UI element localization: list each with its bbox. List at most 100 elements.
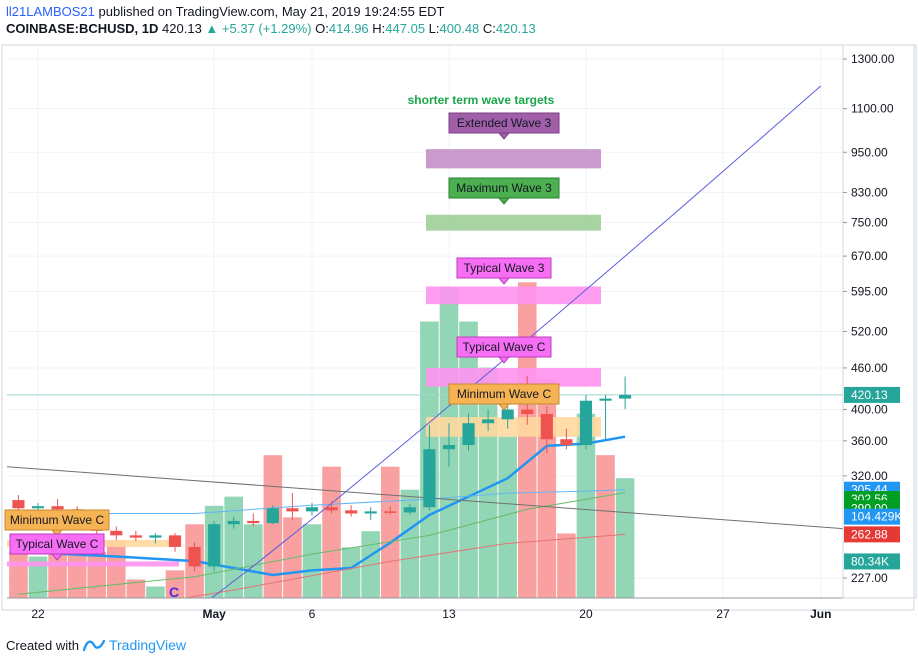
volume-bars: [9, 282, 635, 598]
candle-body: [345, 510, 358, 514]
target-zone: [426, 417, 601, 437]
volume-bar: [341, 547, 361, 598]
label-minimum-wave-c-text: Minimum Wave C: [457, 387, 552, 401]
y-tick-label: 670.00: [851, 249, 888, 263]
ma-short-line: [181, 533, 626, 598]
volume-bar: [498, 436, 517, 598]
label-typical-wave-3-text: Typical Wave 3: [464, 261, 545, 275]
author-link[interactable]: ll21LAMBOS21: [6, 4, 95, 19]
price-badge: [844, 526, 900, 543]
volume-bar: [322, 466, 341, 598]
price-badge-label: 420.13: [851, 388, 888, 402]
volume-ma-line: [18, 435, 626, 577]
candle-body: [31, 506, 45, 509]
chart-frame: [1, 44, 915, 611]
close-label: C:: [482, 21, 496, 36]
candle-body: [384, 511, 397, 513]
chart-title: shorter term wave targets: [408, 93, 555, 107]
candle-body: [560, 439, 573, 446]
x-tick-label: 22: [31, 607, 45, 621]
x-tick-label: 27: [716, 607, 730, 621]
created-with-text: Created with: [6, 637, 79, 653]
candle-body: [286, 508, 299, 512]
candle-body: [540, 414, 553, 440]
x-tick-label: Jun: [810, 607, 831, 621]
candle-body: [462, 423, 475, 446]
open-value: 414.96: [328, 21, 369, 36]
x-tick-label: 20: [579, 607, 593, 621]
target-zones: [7, 149, 601, 567]
label-typical-wave-3-pointer: [497, 277, 511, 285]
volume-bar: [380, 466, 400, 598]
label-maximum-wave-3-text: Maximum Wave 3: [456, 181, 552, 195]
high-value: 447.05: [385, 21, 426, 36]
candle-body: [599, 398, 612, 401]
x-tick-label: 6: [309, 607, 316, 621]
volume-bar: [615, 478, 635, 598]
wave-label-c: C: [169, 584, 179, 600]
candles: [12, 375, 632, 572]
label-extended-wave-3-text: Extended Wave 3: [457, 116, 552, 130]
price-change: ▲ +5.37 (+1.29%): [205, 21, 312, 36]
y-tick-label: 320.00: [851, 469, 888, 483]
tradingview-link[interactable]: TradingView: [108, 637, 187, 653]
y-tick-label: 460.00: [851, 361, 888, 375]
low-label: L:: [428, 21, 440, 36]
volume-bar: [126, 579, 146, 598]
zone-labels: shorter term wave targets Extended Wave 3…: [4, 93, 560, 600]
y-tick-label: 1100.00: [851, 102, 894, 116]
candle-body: [325, 507, 338, 511]
candle-body: [482, 419, 495, 424]
close-value: 420.13: [495, 21, 536, 36]
candle-body: [110, 530, 123, 536]
candle-body: [619, 394, 632, 399]
volume-bar: [517, 282, 537, 598]
candle-body: [305, 507, 319, 512]
volume-bar: [302, 524, 322, 598]
volume-bar: [28, 556, 48, 598]
x-tick-label: May: [202, 607, 226, 621]
candle-body: [403, 507, 416, 513]
ohlc-legend: COINBASE:BCHUSD, 1D 420.13 ▲ +5.37 (+1.2…: [6, 21, 536, 36]
candle-body: [51, 506, 64, 510]
label-minimum-wave-c-pointer: [497, 403, 511, 411]
target-zone-left-typ: [7, 561, 179, 567]
tradingview-logo-icon: [82, 639, 105, 652]
label-typical-wave-c-left-text: Typical Wave C: [16, 537, 99, 551]
candle-body: [208, 524, 221, 567]
price-badge: [844, 508, 900, 525]
label-minimum-wave-c-left-pointer: [50, 529, 64, 537]
y-tick-label: 750.00: [851, 216, 888, 230]
candle-body: [168, 535, 182, 547]
label-maximum-wave-3-pointer: [497, 197, 511, 205]
volume-bar: [165, 570, 185, 598]
y-tick-label: 227.00: [851, 571, 888, 585]
candle-body: [579, 400, 593, 446]
label-extended-wave-3-pointer: [497, 132, 511, 140]
candle-body: [521, 409, 534, 415]
y-tick-label: 360.00: [851, 434, 888, 448]
candle-body: [501, 409, 514, 420]
target-zone: [426, 149, 601, 169]
label-minimum-wave-c-left-text: Minimum Wave C: [10, 513, 105, 527]
price-badge: [844, 553, 900, 570]
price-badge-label: 262.88: [851, 527, 888, 541]
candle-body: [188, 546, 201, 567]
label-typical-wave-c-text: Typical Wave C: [463, 340, 546, 354]
symbol-label[interactable]: COINBASE:BCHUSD, 1D: [6, 21, 159, 36]
volume-bar: [557, 533, 576, 598]
volume-bar: [459, 321, 478, 598]
candle-body: [364, 511, 377, 514]
x-tick-label: 13: [442, 607, 456, 621]
target-zone: [426, 367, 601, 387]
candle-body: [227, 520, 240, 525]
axes: 1300.00 1100.00 950.00 830.00 750.00 670.00 59…: [1, 44, 917, 621]
volume-bar: [87, 551, 107, 598]
candle-body: [129, 535, 142, 538]
volume-bar: [224, 496, 243, 598]
candle-body: [423, 449, 436, 508]
publish-info: ll21LAMBOS21 published on TradingView.co…: [6, 4, 444, 19]
candle-body: [12, 500, 25, 509]
label-typical-wave-c-left-pointer: [50, 553, 64, 561]
